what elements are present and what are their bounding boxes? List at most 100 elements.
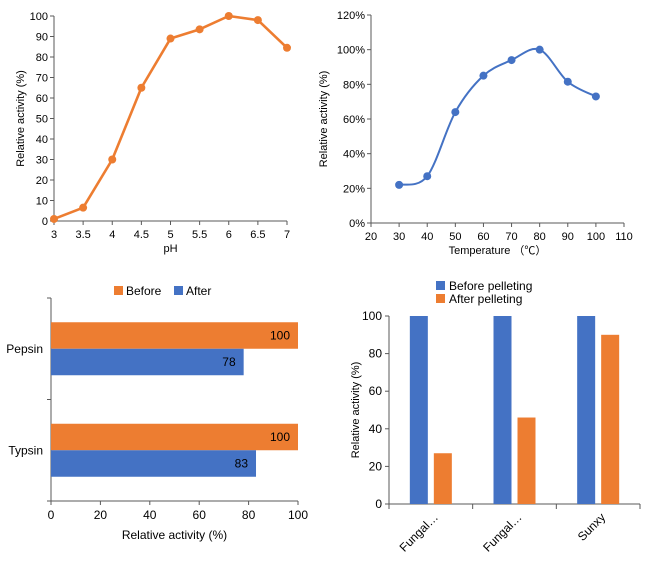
data-point <box>253 16 262 25</box>
y-tick-label: 20% <box>343 183 365 195</box>
y-tick-label: 40 <box>369 422 383 436</box>
y-tick-label: 80 <box>36 52 48 64</box>
data-point <box>563 77 572 86</box>
y-tick-label: 40% <box>343 149 365 161</box>
x-tick-label: 80 <box>242 508 256 522</box>
bar-after <box>51 348 244 376</box>
data-point <box>224 12 233 20</box>
y-tick-label: 80% <box>343 79 365 91</box>
x-tick-label: 3.5 <box>75 229 90 241</box>
x-tick-label: 20 <box>94 508 108 522</box>
x-tick-label: 40 <box>421 231 433 243</box>
category-label: Fungal… <box>397 510 441 554</box>
temperature-activity-chart: 0% 20% 40% 60% 80% 100% 120% 20 30 40 50 60 70 80 90 10… <box>318 10 633 257</box>
data-point <box>195 25 204 34</box>
legend-swatch-after-pelleting <box>436 294 445 303</box>
x-tick-label: 3 <box>51 229 57 241</box>
x-tick-label: 70 <box>505 231 517 243</box>
y-tick-label: 100 <box>30 11 48 23</box>
data-label: 100 <box>270 329 290 343</box>
legend-label-before: Before <box>126 284 162 298</box>
x-axis-title: Temperature （℃） <box>449 244 547 257</box>
x-tick-label: 4 <box>109 229 115 241</box>
bar-before-pelleting <box>409 316 428 504</box>
data-point <box>166 34 175 43</box>
x-tick-label: 100 <box>587 231 605 243</box>
bar-after-pelleting <box>601 334 620 504</box>
bar-after <box>51 450 257 477</box>
ph-activity-chart: 0 10 20 30 40 50 60 70 80 90 100 3 3.5 4 4.5 5 5.5 6 6.5 7 p… <box>15 11 291 255</box>
y-tick-label: 0% <box>349 218 365 230</box>
x-tick-label: 100 <box>288 508 308 522</box>
category-label: Pepsin <box>6 342 43 356</box>
y-tick-label: 20 <box>36 175 48 187</box>
bar-before <box>51 423 298 451</box>
data-label: 78 <box>222 355 236 369</box>
y-tick-label: 100 <box>362 309 382 323</box>
y-axis-title: Relative activity (%) <box>318 71 330 168</box>
x-tick-label: 20 <box>365 231 377 243</box>
bar-before-pelleting <box>577 316 596 504</box>
y-tick-label: 50 <box>36 114 48 126</box>
x-axis-title: Relative activity (%) <box>122 528 227 542</box>
data-point <box>451 108 460 117</box>
bar-after-pelleting <box>517 417 536 504</box>
x-tick-label: 5.5 <box>192 229 207 241</box>
legend-label-after-pelleting: After pelleting <box>449 292 522 306</box>
y-tick-label: 60% <box>343 114 365 126</box>
data-point <box>137 83 146 92</box>
data-point <box>395 180 404 189</box>
data-point <box>423 172 432 181</box>
x-axis-title: pH <box>163 243 177 255</box>
y-tick-label: 90 <box>36 32 48 44</box>
data-point <box>50 214 58 223</box>
y-tick-label: 0 <box>42 216 48 228</box>
data-label: 100 <box>270 430 290 444</box>
y-tick-label: 0 <box>375 497 382 511</box>
data-label: 83 <box>235 457 249 471</box>
x-tick-label: 4.5 <box>134 229 149 241</box>
data-point <box>79 203 88 212</box>
y-tick-label: 70 <box>36 73 48 85</box>
legend-label-after: After <box>186 284 211 298</box>
category-label: Typsin <box>8 443 43 457</box>
x-tick-label: 50 <box>449 231 461 243</box>
series-line <box>53 14 288 221</box>
x-tick-label: 90 <box>562 231 574 243</box>
protease-resistance-chart: 0 20 40 60 80 100 Relative activity (%) Pepsin 1… <box>6 284 308 542</box>
y-tick-label: 40 <box>36 134 48 146</box>
x-tick-label: 7 <box>284 229 290 241</box>
x-tick-label: 5 <box>167 229 173 241</box>
legend-swatch-after <box>174 286 183 295</box>
bar-after-pelleting <box>433 453 452 504</box>
x-tick-label: 30 <box>393 231 405 243</box>
data-point <box>108 155 117 164</box>
legend-label-before-pelleting: Before pelleting <box>449 279 532 293</box>
legend-swatch-before <box>114 286 123 295</box>
x-tick-label: 6.5 <box>250 229 265 241</box>
category-label: Sunxy <box>575 510 608 543</box>
x-tick-label: 80 <box>534 231 546 243</box>
data-point <box>535 45 544 54</box>
x-tick-label: 0 <box>48 508 55 522</box>
data-point <box>591 92 600 101</box>
y-tick-label: 120% <box>337 10 365 22</box>
pelleting-stability-chart: 0 20 40 60 80 100 Relative activity (%) Fungal…… <box>350 279 641 555</box>
category-label: Fungal… <box>480 510 524 554</box>
y-axis-title: Relative activity (%) <box>15 70 27 167</box>
x-tick-label: 60 <box>193 508 207 522</box>
y-tick-label: 60 <box>369 384 383 398</box>
legend-swatch-before-pelleting <box>436 281 445 290</box>
y-tick-label: 100% <box>337 45 365 57</box>
y-tick-label: 80 <box>369 347 383 361</box>
x-tick-label: 6 <box>226 229 232 241</box>
y-tick-label: 30 <box>36 155 48 167</box>
data-point <box>507 56 516 65</box>
x-tick-label: 60 <box>477 231 489 243</box>
data-point <box>479 71 488 80</box>
y-tick-label: 60 <box>36 93 48 105</box>
series-line <box>398 47 597 186</box>
bar-before <box>51 322 298 349</box>
y-axis-title: Relative activity (%) <box>350 362 362 459</box>
